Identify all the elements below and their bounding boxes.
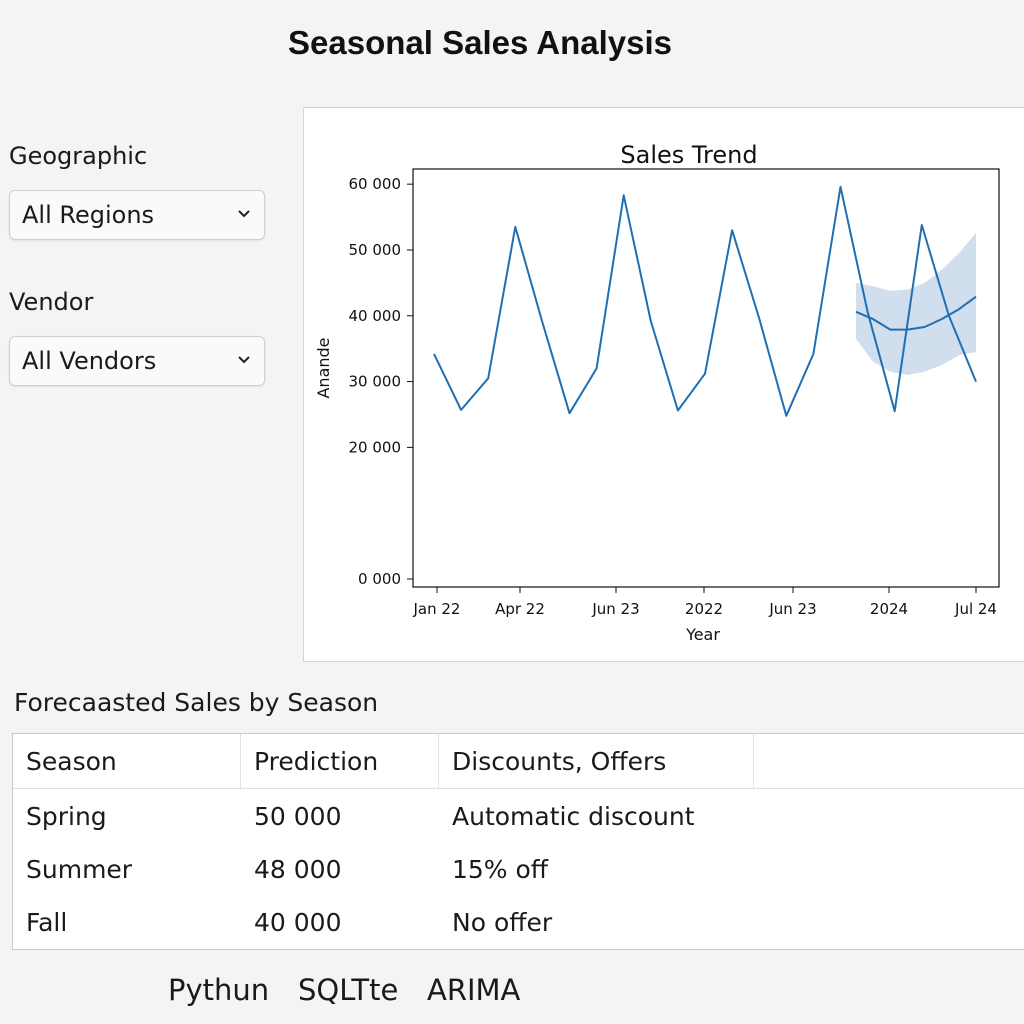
x-tick-label: Jun 23 [768,600,816,618]
x-tick-label: Jan 22 [413,600,461,618]
cell-prediction: 50 000 [254,802,342,831]
cell-season: Summer [26,855,133,884]
x-tick-label: Jun 23 [591,600,639,618]
chevron-down-icon [238,210,250,218]
plot-frame [412,168,1000,588]
y-tick-label: 20 000 [349,438,402,456]
chart-panel: Sales Trend Year Anande 0 000 20 000 30 00… [303,107,1024,662]
cell-season: Spring [26,802,107,831]
forecast-confidence-band [856,232,976,375]
y-tick-label: 60 000 [349,175,402,193]
y-tick-label: 30 000 [349,373,402,391]
footer-tech-sqlite: SQLTte [298,973,399,1007]
table-title: Forecaasted Sales by Season [14,688,379,717]
table-row[interactable]: Summer 48 000 15% off [13,843,1024,896]
x-tick-label: Jul 24 [954,600,997,618]
geographic-select-value: All Regions [22,201,155,229]
vendor-select[interactable]: All Vendors [9,336,265,386]
chart-title: Sales Trend [620,141,757,169]
chart-xlabel: Year [685,625,720,644]
page-title: Seasonal Sales Analysis [288,24,672,61]
x-tick-label: Apr 22 [495,600,545,618]
footer-tech-arima: ARIMA [427,973,521,1007]
forecast-table: Season Prediction Discounts, Offers Spri… [12,733,1024,950]
header-discounts-offers[interactable]: Discounts, Offers [439,734,754,789]
forecast-series-line [855,295,977,331]
table-row[interactable]: Spring 50 000 Automatic discount [13,790,1024,843]
vendor-select-value: All Vendors [22,347,157,375]
table-header-row: Season Prediction Discounts, Offers [13,734,1024,789]
geographic-select[interactable]: All Regions [9,190,265,240]
y-tick-label: 0 000 [358,570,401,588]
cell-season: Fall [26,908,68,937]
vendor-label: Vendor [9,288,94,316]
x-tick-label: 2024 [870,600,908,618]
cell-offer: No offer [452,908,553,937]
footer-tech-python: Pythun [168,973,270,1007]
y-tick-label: 50 000 [349,241,402,259]
chevron-down-icon [238,356,250,364]
header-season[interactable]: Season [13,734,241,789]
header-prediction[interactable]: Prediction [241,734,439,789]
sales-trend-chart: Sales Trend Year Anande 0 000 20 000 30 00… [314,141,1000,644]
cell-prediction: 40 000 [254,908,342,937]
geographic-label: Geographic [9,142,148,170]
sales-series-line [433,185,977,417]
table-row[interactable]: Fall 40 000 No offer [13,896,1024,949]
cell-prediction: 48 000 [254,855,342,884]
cell-offer: Automatic discount [452,802,695,831]
y-tick-label: 40 000 [349,307,402,325]
chart-ylabel: Anande [314,337,333,398]
cell-offer: 15% off [452,855,549,884]
x-tick-label: 2022 [685,600,723,618]
